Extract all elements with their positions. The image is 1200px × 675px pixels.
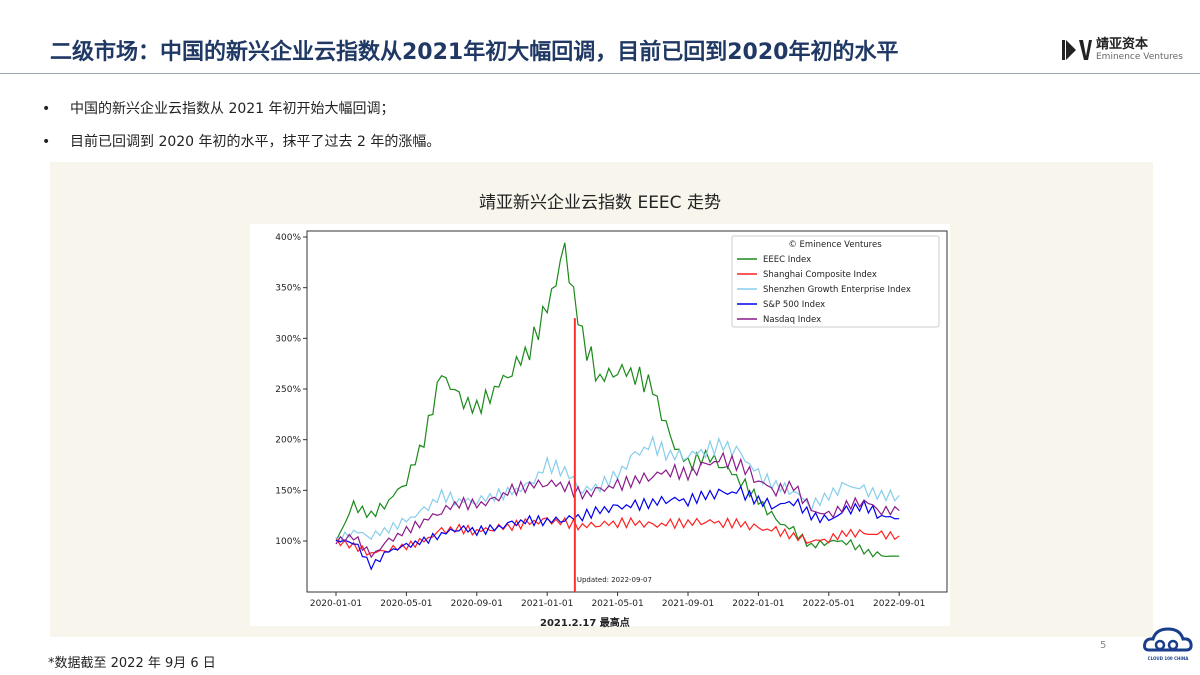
legend-box: [731, 235, 940, 328]
x-tick-label: 2022-09-01: [873, 599, 925, 609]
header-divider: [0, 73, 1200, 74]
peak-note: 2021.2.17 最高点: [540, 618, 630, 629]
y-tick-label: 250%: [275, 385, 301, 395]
line-chart: 100% 150% 200% 250% 300% 350% 400% 2020-01-01 20…: [250, 224, 950, 626]
chart-title: 靖亚新兴企业云指数 EEEC 走势: [479, 193, 721, 213]
cloud-logo-text: CLOUD 100 CHINA: [1147, 656, 1189, 661]
series-line-nasdaq-index: [335, 451, 900, 559]
page-title: 二级市场：中国的新兴企业云指数从2021年初大幅回调，目前已回到2020年初的水…: [50, 40, 899, 65]
logo-cn: 靖亚资本: [1096, 37, 1149, 52]
y-tick-label: 150%: [275, 486, 301, 496]
y-tick-label: 350%: [275, 284, 301, 294]
x-tick-label: 2021-01-01: [521, 599, 573, 609]
legend-title: © Eminence Ventures: [788, 240, 882, 250]
cloud-icon: [1143, 627, 1193, 652]
x-tick-label: 2020-05-01: [380, 599, 432, 609]
cloud100-logo: CLOUD 100 CHINA: [1143, 626, 1193, 661]
x-tick-label: 2020-09-01: [451, 599, 503, 609]
page-number: 5: [1100, 640, 1107, 651]
y-tick-label: 100%: [275, 537, 301, 547]
series-line-shanghai-composite-index: [335, 516, 900, 556]
x-tick-label: 2022-05-01: [803, 599, 855, 609]
y-tick-label: 400%: [275, 233, 301, 243]
legend-label: EEEC Index: [763, 255, 811, 265]
legend-label: Shenzhen Growth Enterprise Index: [763, 285, 911, 295]
bullet-1: • 中国的新兴企业云指数从 2021 年初开始大幅回调；: [42, 101, 395, 117]
legend-label: Nasdaq Index: [763, 315, 821, 325]
bullet-2: • 目前已回调到 2020 年初的水平，抹平了过去 2 年的涨幅。: [42, 134, 441, 150]
eminence-logo: 靖亚资本 Eminence Ventures: [1062, 38, 1183, 62]
series-line-eeec-index: [335, 242, 900, 558]
x-tick-label: 2022-01-01: [732, 599, 784, 609]
x-tick-label: 2020-01-01: [310, 599, 362, 609]
updated-label: Updated: 2022-09-07: [577, 576, 652, 584]
logo-en: Eminence Ventures: [1096, 52, 1183, 62]
series-line-s-p-500-index: [335, 485, 900, 571]
legend-label: S&P 500 Index: [763, 300, 825, 310]
ev-logo-icon: [1062, 40, 1092, 60]
x-tick-label: 2021-05-01: [591, 599, 643, 609]
x-tick-label: 2021-09-01: [662, 599, 714, 609]
y-tick-label: 300%: [275, 334, 301, 344]
y-tick-label: 200%: [275, 436, 301, 446]
footnote: *数据截至 2022 年 9月 6 日: [48, 656, 216, 671]
legend-label: Shanghai Composite Index: [763, 270, 877, 280]
